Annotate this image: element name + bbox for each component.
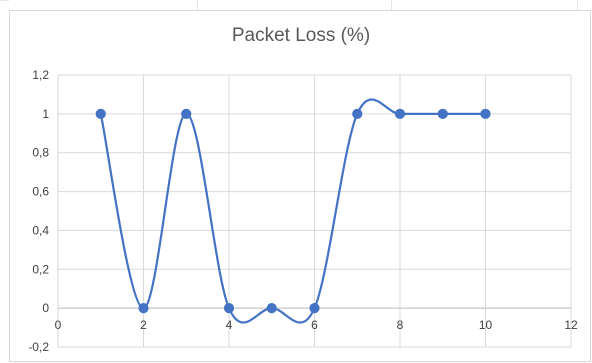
data-point [352,108,363,119]
data-point [223,303,235,314]
x-tick-label: 0 [55,318,62,332]
gridlines [57,74,572,348]
series-line [99,98,487,324]
data-point [394,108,406,119]
data-point [309,303,320,314]
data-point [480,108,491,119]
y-tick-label: 0,4 [32,223,49,237]
x-tick-label: 12 [564,318,578,332]
sheet-gridline [391,0,392,10]
x-tick-label: 10 [479,318,493,332]
y-tick-label: 0,6 [32,185,49,199]
x-tick-label: 6 [311,318,318,332]
y-tick-label: 0,2 [32,262,49,276]
line-chart: -0,2 0 0,2 0,4 0,6 0,8 1 1,2 0 2 4 6 8 10 12 [28,68,578,354]
x-tick-label: 4 [226,318,233,332]
x-tick-label: 2 [140,318,147,332]
y-tick-label: 0 [42,301,49,315]
tick-labels: -0,2 0 0,2 0,4 0,6 0,8 1 1,2 0 2 4 6 8 10 12 [28,68,578,354]
y-tick-label: 1,2 [32,68,49,82]
x-tick-label: 8 [397,318,404,332]
y-tick-label: 0,8 [32,146,49,160]
sheet-gridline [577,0,578,10]
y-tick-label: -0,2 [28,340,49,354]
chart-object[interactable]: Packet Loss (%) -0,2 0 0,2 0,4 0,6 0,8 1 1,2 0 2 4… [9,10,591,362]
data-point [95,108,106,119]
series-layer [95,98,491,324]
sheet-gridline [0,0,9,1]
data-point [266,303,277,314]
y-tick-label: 1 [42,107,49,121]
data-point [181,108,192,119]
sheet-gridline [197,0,198,10]
chart-title: Packet Loss (%) [231,25,371,46]
data-point [437,108,448,119]
data-point [138,303,149,314]
